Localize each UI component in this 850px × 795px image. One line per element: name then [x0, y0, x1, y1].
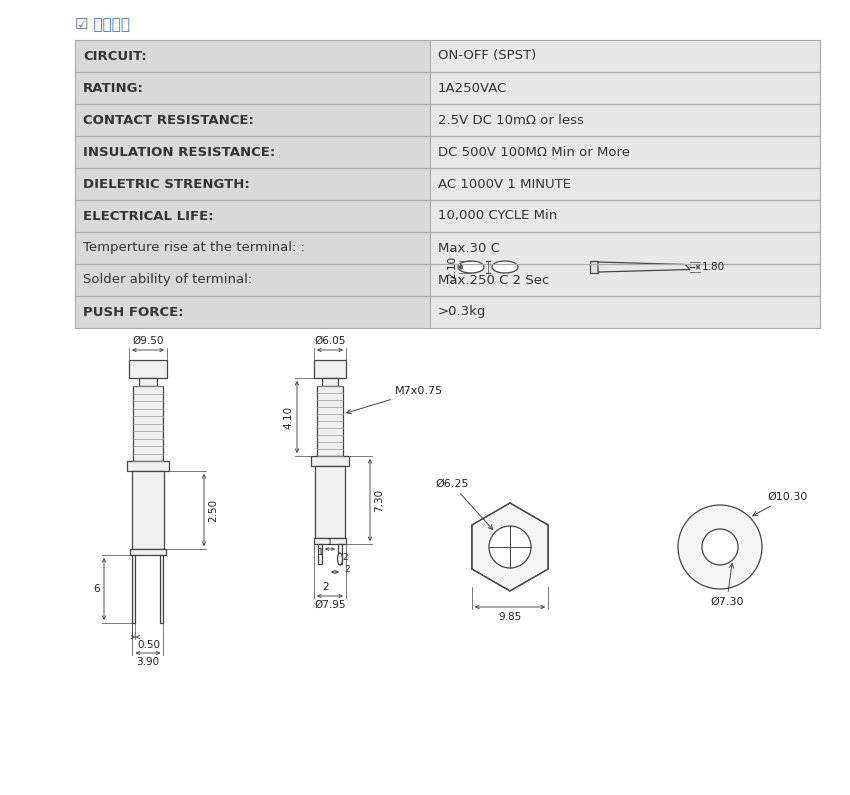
Bar: [430, 40, 820, 72]
Text: Ø6.05: Ø6.05: [314, 336, 346, 346]
Text: Max.250 C 2 Sec: Max.250 C 2 Sec: [438, 273, 549, 286]
Bar: [430, 200, 820, 232]
Bar: [314, 360, 346, 378]
Text: ON-OFF (SPST): ON-OFF (SPST): [438, 49, 536, 63]
Bar: [129, 360, 167, 378]
Text: 1: 1: [318, 548, 324, 557]
Text: 10,000 CYCLE Min: 10,000 CYCLE Min: [438, 210, 558, 223]
Bar: [430, 136, 820, 168]
Bar: [430, 264, 820, 296]
Text: 2: 2: [344, 565, 349, 575]
Text: >0.3kg: >0.3kg: [438, 305, 486, 319]
Bar: [322, 378, 338, 386]
Bar: [139, 378, 157, 386]
Text: 2.5V DC 10mΩ or less: 2.5V DC 10mΩ or less: [438, 114, 584, 126]
Bar: [75, 40, 430, 72]
Text: Ø10.30: Ø10.30: [753, 492, 808, 516]
Bar: [133, 555, 135, 623]
Bar: [75, 168, 430, 200]
Bar: [75, 104, 430, 136]
Text: 2: 2: [342, 553, 348, 563]
Polygon shape: [472, 503, 548, 591]
Text: 6: 6: [94, 584, 100, 594]
Circle shape: [489, 526, 531, 568]
Text: Ø7.95: Ø7.95: [314, 600, 346, 610]
Text: 2: 2: [323, 582, 329, 592]
Bar: [430, 296, 820, 328]
Text: CONTACT RESISTANCE:: CONTACT RESISTANCE:: [83, 114, 254, 126]
Bar: [75, 136, 430, 168]
Ellipse shape: [458, 261, 484, 273]
Text: Ø9.50: Ø9.50: [133, 336, 164, 346]
Bar: [430, 232, 820, 264]
Text: RATING:: RATING:: [83, 82, 144, 95]
Circle shape: [702, 529, 738, 565]
Bar: [311, 456, 349, 466]
Text: Max.30 C: Max.30 C: [438, 242, 500, 254]
Text: 0.50: 0.50: [137, 640, 160, 650]
Text: 2.50: 2.50: [208, 498, 218, 522]
Text: 9.85: 9.85: [498, 612, 522, 622]
Text: INSULATION RESISTANCE:: INSULATION RESISTANCE:: [83, 145, 275, 158]
Bar: [430, 72, 820, 104]
Text: 7.30: 7.30: [374, 488, 384, 511]
Bar: [133, 386, 163, 461]
Bar: [430, 104, 820, 136]
Text: PUSH FORCE:: PUSH FORCE:: [83, 305, 184, 319]
Bar: [75, 296, 430, 328]
Circle shape: [678, 505, 762, 589]
Bar: [132, 471, 164, 549]
Bar: [75, 264, 430, 296]
Text: 1.80: 1.80: [702, 262, 725, 272]
Text: Ø7.30: Ø7.30: [710, 564, 744, 607]
Bar: [127, 461, 169, 471]
Bar: [315, 466, 345, 538]
Text: 3.90: 3.90: [137, 657, 160, 667]
Text: AC 1000V 1 MINUTE: AC 1000V 1 MINUTE: [438, 177, 571, 191]
Bar: [317, 386, 343, 456]
Text: ☑ 产品规格: ☑ 产品规格: [75, 17, 130, 32]
Text: Ø6.25: Ø6.25: [435, 479, 493, 529]
Bar: [314, 538, 346, 544]
Ellipse shape: [337, 553, 343, 565]
Text: 1: 1: [327, 538, 333, 547]
Bar: [161, 555, 163, 623]
Bar: [75, 200, 430, 232]
Bar: [430, 168, 820, 200]
Bar: [75, 72, 430, 104]
Text: 4.10: 4.10: [283, 405, 293, 429]
Polygon shape: [598, 262, 690, 272]
Text: CIRCUIT:: CIRCUIT:: [83, 49, 147, 63]
Text: Temperture rise at the terminal: :: Temperture rise at the terminal: :: [83, 242, 305, 254]
Text: ELECTRICAL LIFE:: ELECTRICAL LIFE:: [83, 210, 213, 223]
Text: M7x0.75: M7x0.75: [347, 386, 443, 413]
Text: 2.10: 2.10: [447, 255, 457, 278]
Bar: [75, 232, 430, 264]
Bar: [590, 261, 598, 273]
Text: 1A250VAC: 1A250VAC: [438, 82, 507, 95]
Ellipse shape: [492, 261, 518, 273]
Bar: [130, 549, 166, 555]
Text: Solder ability of terminal:: Solder ability of terminal:: [83, 273, 252, 286]
Bar: [318, 544, 322, 564]
Text: DC 500V 100MΩ Min or More: DC 500V 100MΩ Min or More: [438, 145, 630, 158]
Text: DIELETRIC STRENGTH:: DIELETRIC STRENGTH:: [83, 177, 250, 191]
Bar: [338, 544, 342, 564]
